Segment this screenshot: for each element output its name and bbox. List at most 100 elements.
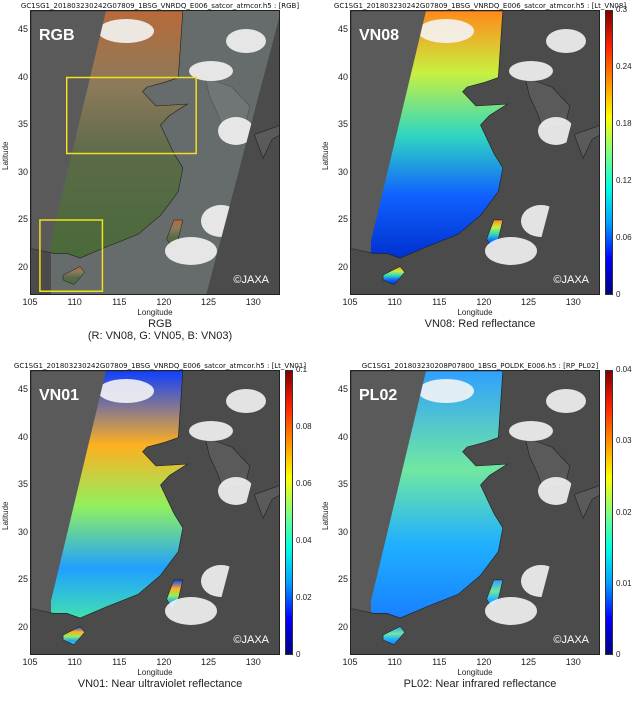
y-tick-label: 40 — [337, 431, 348, 442]
y-tick-label: 45 — [17, 384, 28, 394]
colorbar-tick-label: 0 — [616, 290, 621, 299]
cloud-area — [98, 379, 154, 403]
y-tick-label: 35 — [17, 479, 28, 489]
x-tick-label: 115 — [432, 297, 447, 307]
colorbar-tick-label: 0.24 — [616, 62, 632, 71]
colorbar-tick-label: 0.02 — [616, 507, 632, 517]
caption-subtitle: (R: VN08, G: VN05, B: VN03) — [87, 330, 233, 342]
colorbar-tick-label: 0 — [296, 650, 301, 659]
credit-label: ©JAXA — [553, 274, 589, 286]
cloud-area — [509, 61, 553, 81]
y-tick-label: 45 — [17, 24, 28, 34]
panel-caption: VN08: Red reflectance — [320, 318, 640, 330]
y-axis-label: Latitude — [321, 141, 330, 170]
japan-outline — [253, 485, 279, 520]
y-tick-label: 35 — [17, 119, 28, 129]
colorbar-tick-label: 0.04 — [616, 365, 632, 374]
caption-title: VN01: Near ultraviolet reflectance — [77, 678, 243, 690]
y-tick-label: 25 — [337, 574, 348, 584]
cloud-area — [201, 205, 241, 237]
panel-rgb: GC1SG1_201803230242G07809_1BSG_VNRDQ_E00… — [0, 0, 320, 350]
y-tick-label: 40 — [17, 431, 28, 442]
cloud-area — [165, 597, 217, 625]
credit-label: ©JAXA — [233, 634, 269, 646]
x-tick-label: 105 — [22, 657, 38, 667]
x-tick-label: 105 — [342, 297, 358, 307]
cloud-area — [521, 205, 561, 237]
y-tick-label: 30 — [17, 526, 28, 537]
map-canvas — [351, 11, 599, 285]
cloud-area — [189, 61, 233, 81]
colorbar — [605, 10, 613, 295]
x-tick-label: 115 — [112, 657, 127, 667]
x-tick-label: 105 — [22, 297, 38, 307]
y-tick-label: 45 — [337, 24, 348, 34]
cloud-area — [538, 477, 574, 505]
x-tick-label: 110 — [387, 657, 402, 667]
x-tick-label: 120 — [156, 297, 172, 307]
cloud-area — [218, 477, 254, 505]
y-tick-label: 20 — [17, 261, 28, 272]
band-label: PL02 — [359, 387, 398, 404]
x-tick-label: 105 — [342, 657, 358, 667]
panel-vn01: GC1SG1_201803230242G07809_1BSG_VNRDQ_E00… — [0, 360, 320, 710]
x-tick-label: 125 — [201, 657, 217, 667]
credit-label: ©JAXA — [233, 274, 269, 286]
cloud-area — [189, 421, 233, 441]
colorbar-tick-label: 0.01 — [616, 578, 632, 588]
colorbar-tick-label: 0.08 — [296, 422, 312, 431]
y-tick-label: 20 — [17, 621, 28, 632]
cloud-area — [485, 597, 537, 625]
colorbar-tick-label: 0.12 — [616, 176, 632, 185]
y-tick-label: 35 — [337, 119, 348, 129]
caption-title: VN08: Red reflectance — [424, 318, 536, 330]
x-tick-label: 115 — [112, 297, 127, 307]
y-axis-label: Latitude — [321, 501, 330, 530]
colorbar-tick-label: 0.06 — [616, 233, 632, 242]
file-name-label: GC1SG1_201803230242G07809_1BSG_VNRDQ_E00… — [333, 2, 627, 10]
y-tick-label: 30 — [337, 166, 348, 177]
colorbar-tick-label: 0.3 — [616, 5, 628, 14]
panel-pl02: GC1SG1_201803230208P07800_1BSG_POLDK_E00… — [320, 360, 640, 710]
band-label: VN01 — [39, 387, 80, 404]
colorbar-tick-label: 0.02 — [296, 593, 312, 602]
x-tick-label: 110 — [387, 297, 402, 307]
focus-box-south — [39, 219, 104, 292]
file-name-label: GC1SG1_201803230242G07809_1BSG_VNRDQ_E00… — [20, 2, 300, 10]
x-tick-label: 130 — [245, 297, 261, 307]
map-canvas — [31, 371, 279, 645]
cloud-area — [521, 565, 561, 597]
x-tick-label: 120 — [476, 297, 492, 307]
japan-outline — [573, 125, 599, 160]
panel-caption: VN01: Near ultraviolet reflectance — [0, 678, 320, 690]
x-axis-label: Longitude — [457, 308, 493, 317]
x-axis-label: Longitude — [137, 668, 173, 677]
y-tick-label: 25 — [17, 574, 28, 584]
map-image: VN01 ©JAXA — [30, 370, 280, 655]
cloud-area — [546, 29, 586, 53]
caption-title: PL02: Near infrared reflectance — [403, 678, 557, 690]
cloud-area — [226, 29, 266, 53]
x-tick-label: 125 — [521, 657, 537, 667]
colorbar — [605, 370, 613, 655]
x-tick-label: 120 — [476, 657, 492, 667]
y-axis-label: Latitude — [1, 141, 10, 170]
cloud-area — [201, 565, 241, 597]
cloud-area — [485, 237, 537, 265]
panel-vn08: GC1SG1_201803230242G07809_1BSG_VNRDQ_E00… — [320, 0, 640, 350]
cloud-area — [98, 19, 154, 43]
cloud-area — [538, 117, 574, 145]
y-tick-label: 40 — [17, 71, 28, 82]
y-tick-label: 30 — [337, 526, 348, 537]
x-tick-label: 110 — [67, 657, 82, 667]
japan-outline — [573, 485, 599, 520]
file-name-label: GC1SG1_201803230242G07809_1BSG_VNRDQ_E00… — [13, 362, 307, 370]
y-tick-label: 40 — [337, 71, 348, 82]
x-tick-label: 110 — [67, 297, 82, 307]
file-name-label: GC1SG1_201803230208P07800_1BSG_POLDK_E00… — [361, 362, 599, 370]
cloud-area — [165, 237, 217, 265]
cloud-area — [418, 19, 474, 43]
x-tick-label: 125 — [521, 297, 537, 307]
y-tick-label: 20 — [337, 621, 348, 632]
x-axis-label: Longitude — [457, 668, 493, 677]
